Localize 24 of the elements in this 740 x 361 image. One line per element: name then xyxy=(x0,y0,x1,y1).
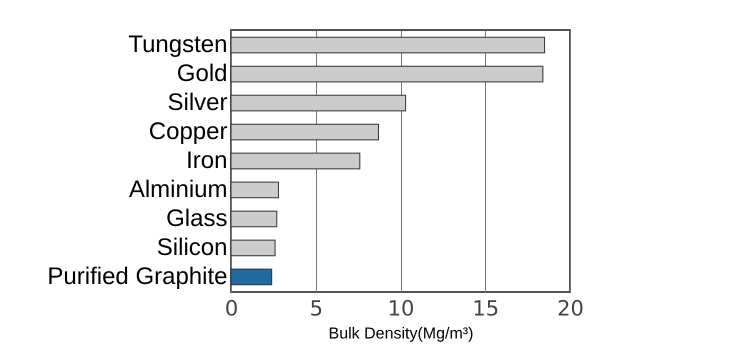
bar xyxy=(230,240,276,256)
y-tick-label: Silver xyxy=(167,89,228,116)
x-tick-label: 5 xyxy=(310,296,323,320)
bar xyxy=(230,182,279,198)
y-tick-label: Alminium xyxy=(128,176,228,203)
y-tick-label: Iron xyxy=(186,147,228,174)
bar xyxy=(230,94,406,112)
bar xyxy=(230,66,544,82)
y-tick-label: Tungsten xyxy=(128,31,228,58)
x-axis-title: Bulk Density(Mg/m³) xyxy=(328,326,474,342)
y-tick-label: Purified Graphite xyxy=(47,262,228,290)
bar xyxy=(230,152,360,170)
bar xyxy=(230,124,379,140)
y-tick-label: Gold xyxy=(176,60,228,88)
x-tick-label: 15 xyxy=(472,296,500,320)
bar xyxy=(230,210,278,228)
x-tick-label: 0 xyxy=(224,296,238,320)
x-tick-label: 20 xyxy=(557,296,584,320)
y-tick-label: Silicon xyxy=(156,234,228,261)
bar xyxy=(230,268,272,286)
bar xyxy=(230,36,546,54)
y-tick-label: Glass xyxy=(166,204,228,232)
y-tick-label: Copper xyxy=(148,118,228,146)
x-tick-label: 10 xyxy=(388,296,414,320)
